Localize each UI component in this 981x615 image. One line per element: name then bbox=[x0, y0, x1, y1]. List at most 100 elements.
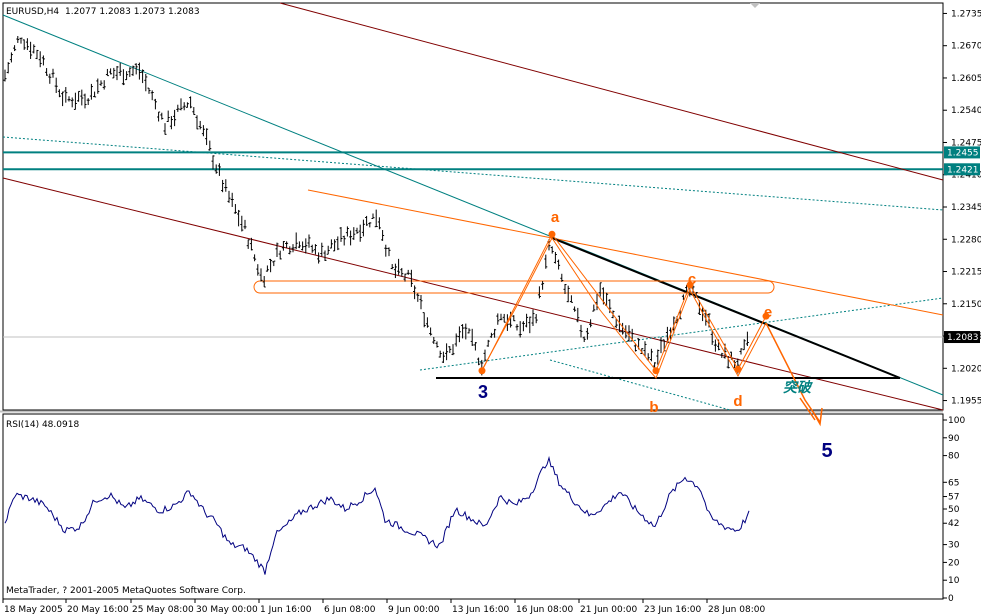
price-bar[interactable] bbox=[432, 336, 436, 345]
price-bar[interactable] bbox=[64, 87, 68, 103]
price-bar[interactable] bbox=[125, 71, 129, 81]
price-bar[interactable] bbox=[358, 224, 362, 242]
price-bar[interactable] bbox=[185, 102, 189, 108]
price-bar[interactable] bbox=[99, 80, 103, 86]
price-bar[interactable] bbox=[35, 49, 39, 60]
price-bar[interactable] bbox=[544, 254, 548, 269]
price-bar[interactable] bbox=[288, 246, 292, 255]
price-panel[interactable] bbox=[2, 2, 944, 411]
price-bar[interactable] bbox=[339, 227, 343, 242]
price-bar[interactable] bbox=[141, 69, 145, 84]
price-bar[interactable] bbox=[579, 324, 583, 338]
price-bar[interactable] bbox=[566, 285, 570, 303]
price-bar[interactable] bbox=[499, 313, 503, 321]
price-bar[interactable] bbox=[598, 282, 602, 297]
dark-red-channel-lower[interactable] bbox=[2, 177, 944, 411]
price-bar[interactable] bbox=[179, 98, 183, 111]
price-bar[interactable] bbox=[105, 68, 109, 77]
price-bar[interactable] bbox=[67, 96, 71, 102]
price-bar[interactable] bbox=[627, 325, 631, 342]
price-bar[interactable] bbox=[569, 295, 573, 303]
price-bar[interactable] bbox=[422, 312, 426, 328]
price-bar[interactable] bbox=[464, 323, 468, 340]
price-bar[interactable] bbox=[413, 285, 417, 300]
price-bar[interactable] bbox=[416, 293, 420, 302]
price-bar[interactable] bbox=[352, 227, 356, 240]
price-bar[interactable] bbox=[54, 77, 58, 94]
price-bar[interactable] bbox=[435, 341, 439, 348]
price-bar[interactable] bbox=[166, 110, 170, 123]
price-bar[interactable] bbox=[557, 259, 561, 270]
rsi-panel[interactable] bbox=[2, 413, 944, 600]
price-bar[interactable] bbox=[518, 321, 522, 338]
price-bar[interactable] bbox=[582, 336, 586, 343]
price-bar[interactable] bbox=[317, 252, 321, 264]
price-bar[interactable] bbox=[57, 89, 61, 98]
price-bar[interactable] bbox=[176, 104, 180, 112]
price-bar[interactable] bbox=[653, 362, 657, 368]
price-bar[interactable] bbox=[262, 276, 266, 288]
price-bar[interactable] bbox=[109, 68, 113, 75]
price-bar[interactable] bbox=[307, 234, 311, 248]
price-bar[interactable] bbox=[96, 78, 100, 94]
price-bar[interactable] bbox=[576, 307, 580, 323]
price-bar[interactable] bbox=[230, 192, 234, 207]
price-bar[interactable] bbox=[397, 258, 401, 275]
price-bar[interactable] bbox=[121, 69, 125, 86]
price-bar[interactable] bbox=[233, 204, 237, 214]
price-bar[interactable] bbox=[137, 62, 141, 80]
price-bar[interactable] bbox=[217, 163, 221, 176]
price-bar[interactable] bbox=[342, 235, 346, 246]
price-bar[interactable] bbox=[25, 38, 29, 51]
price-bar[interactable] bbox=[51, 68, 55, 78]
price-bar[interactable] bbox=[9, 52, 13, 63]
black-triangle-upper[interactable] bbox=[551, 237, 901, 379]
price-bar[interactable] bbox=[742, 339, 746, 351]
price-bar[interactable] bbox=[89, 83, 93, 100]
chart-shift-marker[interactable] bbox=[750, 3, 760, 8]
price-bar[interactable] bbox=[643, 341, 647, 357]
price-bar[interactable] bbox=[390, 264, 394, 270]
orange-resistance-box[interactable] bbox=[253, 280, 775, 294]
price-bar[interactable] bbox=[633, 343, 637, 352]
orange-channel-line[interactable] bbox=[307, 189, 944, 316]
price-bar[interactable] bbox=[83, 93, 87, 109]
price-bar[interactable] bbox=[16, 36, 20, 43]
price-bar[interactable] bbox=[275, 242, 279, 257]
price-bar[interactable] bbox=[525, 313, 529, 328]
price-bar[interactable] bbox=[649, 348, 653, 362]
wave-point[interactable] bbox=[548, 230, 556, 238]
price-bar[interactable] bbox=[720, 352, 724, 358]
price-bar[interactable] bbox=[496, 313, 500, 325]
price-bar[interactable] bbox=[48, 73, 52, 84]
price-bar[interactable] bbox=[157, 111, 161, 122]
price-bar[interactable] bbox=[291, 244, 295, 253]
price-bar[interactable] bbox=[451, 344, 455, 356]
price-bar[interactable] bbox=[73, 92, 77, 110]
price-bar[interactable] bbox=[713, 339, 717, 352]
price-bar[interactable] bbox=[22, 39, 26, 50]
price-bar[interactable] bbox=[208, 140, 212, 151]
wave-zigzag[interactable] bbox=[481, 233, 767, 372]
price-bar[interactable] bbox=[710, 330, 714, 345]
price-bar[interactable] bbox=[77, 90, 81, 102]
price-bar[interactable] bbox=[128, 67, 132, 77]
price-bar[interactable] bbox=[237, 209, 241, 227]
price-bar[interactable] bbox=[656, 349, 660, 365]
price-bar[interactable] bbox=[144, 74, 148, 92]
price-bar[interactable] bbox=[259, 268, 263, 282]
price-bar[interactable] bbox=[112, 67, 116, 79]
price-bar[interactable] bbox=[470, 328, 474, 346]
price-bar[interactable] bbox=[393, 263, 397, 279]
price-bar[interactable] bbox=[454, 333, 458, 347]
price-bar[interactable] bbox=[198, 120, 202, 130]
price-bar[interactable] bbox=[227, 190, 231, 203]
price-bar[interactable] bbox=[573, 306, 577, 312]
price-bar[interactable] bbox=[221, 179, 225, 193]
price-bar[interactable] bbox=[387, 247, 391, 257]
price-bar[interactable] bbox=[617, 315, 621, 333]
price-bar[interactable] bbox=[409, 269, 413, 287]
price-bar[interactable] bbox=[41, 55, 45, 66]
price-bar[interactable] bbox=[115, 65, 119, 81]
price-bar[interactable] bbox=[243, 219, 247, 230]
